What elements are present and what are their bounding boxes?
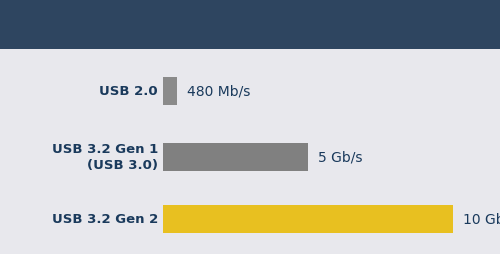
Text: USB 2.0: USB 2.0 (100, 85, 158, 98)
FancyBboxPatch shape (163, 205, 453, 233)
FancyBboxPatch shape (163, 78, 177, 106)
Text: USB 3.2 Gen 2: USB 3.2 Gen 2 (52, 213, 158, 226)
Text: USB 3.2 Gen 1
(USB 3.0): USB 3.2 Gen 1 (USB 3.0) (52, 143, 158, 172)
Text: 480 Mb/s: 480 Mb/s (187, 85, 250, 99)
FancyBboxPatch shape (0, 0, 500, 50)
Text: 5 Gb/s: 5 Gb/s (318, 150, 362, 164)
Text: 10 Gb/s: 10 Gb/s (463, 212, 500, 226)
FancyBboxPatch shape (163, 144, 308, 171)
